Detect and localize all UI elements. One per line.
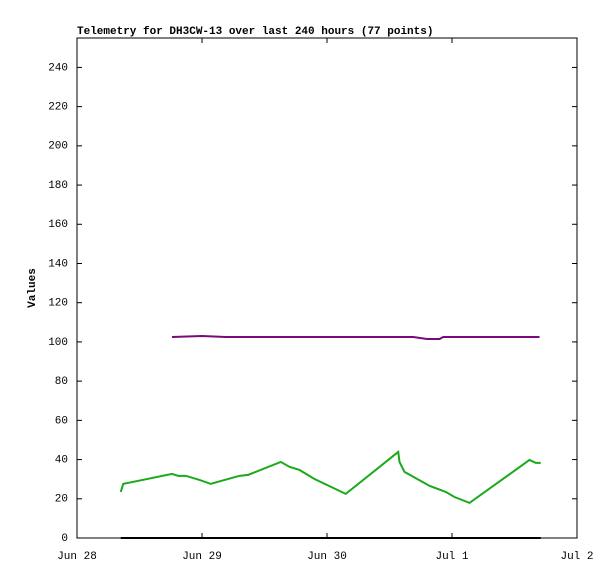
x-tick-label: Jun 28 <box>57 551 97 563</box>
y-tick-label: 80 <box>55 376 68 388</box>
y-tick-label: 100 <box>48 337 68 349</box>
x-tick-label: Jul 1 <box>435 551 468 563</box>
y-tick-label: 180 <box>48 180 68 192</box>
y-axis-label: Values <box>27 268 39 308</box>
y-tick-label: 40 <box>55 454 68 466</box>
y-tick-label: 240 <box>48 62 68 74</box>
series-line <box>171 335 540 340</box>
y-tick-label: 140 <box>48 258 68 270</box>
y-tick-label: 60 <box>55 415 68 427</box>
x-tick-label: Jul 2 <box>560 551 593 563</box>
y-tick-label: 160 <box>48 219 68 231</box>
y-tick-label: 20 <box>55 494 68 506</box>
plot-frame <box>76 37 578 539</box>
y-tick-label: 200 <box>48 141 68 153</box>
y-tick-label: 0 <box>61 533 68 545</box>
x-tick-label: Jun 29 <box>182 551 222 563</box>
series-line <box>119 450 541 505</box>
y-tick-label: 120 <box>48 298 68 310</box>
y-tick-label: 220 <box>48 102 68 114</box>
chart-title: Telemetry for DH3CW-13 over last 240 hou… <box>77 26 433 38</box>
x-tick-label: Jun 30 <box>307 551 347 563</box>
